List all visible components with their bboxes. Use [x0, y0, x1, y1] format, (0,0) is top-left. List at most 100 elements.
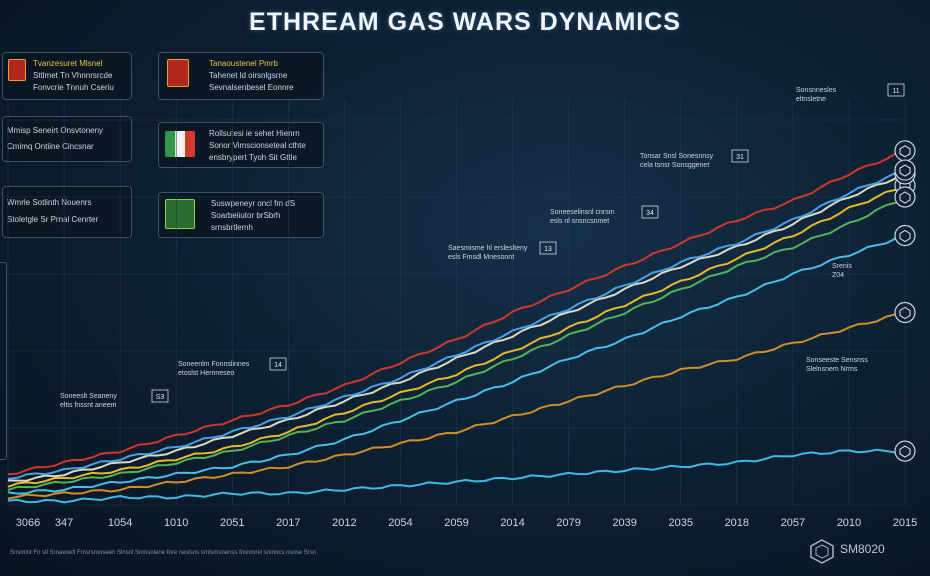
- x-tick-label: 2017: [276, 517, 300, 529]
- annotation-tag: 14: [274, 362, 282, 369]
- logo-mark-icon: [810, 539, 834, 564]
- card-1-line-3: Fonvcrie Tnnuh Cseriu: [33, 83, 114, 92]
- annotation-text: Z04: [832, 272, 844, 279]
- annotation-tag-box: [151, 389, 169, 403]
- annotation-text: Soneeselinsnl cnrsm: [550, 209, 615, 216]
- flag-icon: [165, 131, 195, 157]
- card-1-line-1: Tvanzesuret Mlsnel: [33, 59, 103, 68]
- card-6-line-3: srnsbrtlemh: [211, 223, 253, 232]
- end-node-7: [894, 301, 916, 324]
- annotation-text: Soneeslt Seaneny: [60, 393, 117, 400]
- chip-green-icon: [165, 199, 195, 229]
- annotation-tag: S3: [156, 394, 165, 401]
- card-6-line-2: Soarbeiiutor brSbrh: [211, 211, 281, 220]
- annotation-5: Tonsar Snsl Sonesnnsy cela tsnsr Sonsggen…: [640, 149, 749, 169]
- end-node-6: [894, 224, 916, 247]
- badge-red-icon: [8, 59, 26, 81]
- series-line-6: [7, 234, 906, 495]
- info-card-3: Mmisp Seneirt Onsvtoneny Cmimq Ontiine C…: [2, 116, 132, 162]
- logo-text: SM8020: [840, 542, 885, 556]
- annotation-text: Tonsar Snsl Sonesnnsy: [640, 153, 714, 160]
- card-2-line-2: Tahenet ld oirsnlgsrne: [209, 71, 288, 80]
- x-tick-label: 1010: [164, 517, 188, 529]
- annotation-tag-box: [539, 241, 557, 255]
- annotation-text: Soneenlm Fonnslinnes: [178, 361, 250, 368]
- side-panel-edge: [0, 262, 7, 460]
- card-5-line-1: Wmrle Sotlinth Nouenrs: [7, 198, 92, 207]
- annotation-2: Soneenlm Fonnslinnes etoslst Hernneseo 14: [178, 357, 287, 377]
- annotation-tag-box: [641, 205, 659, 219]
- annotation-text: esls Fmsdl Mnesonnt: [448, 254, 514, 261]
- x-tick-label: 2018: [725, 517, 749, 529]
- annotation-tag-box: [887, 83, 905, 97]
- annotation-text: Saesmisme hl ersleslteny: [448, 245, 528, 252]
- x-tick-label: 2015: [893, 517, 917, 529]
- card-1-line-2: Sttlmet Tn Vhnnrsrcde: [33, 71, 113, 80]
- info-card-6: Suswpeneyr oncl fm dS Soarbeiiutor brSbr…: [158, 192, 324, 238]
- info-card-4: Rollsutesi ie sehet Hienrn Sonor Vimscio…: [158, 122, 324, 168]
- annotation-tag: 34: [646, 210, 654, 217]
- badge-red-icon: [167, 59, 189, 87]
- chart-grid: [7, 100, 906, 506]
- chart-title: ETHREAM GAS WARS DYNAMICS: [249, 8, 681, 36]
- x-tick-label: 1054: [108, 517, 132, 529]
- annotation-text: eltis fnssnt aneem: [60, 402, 117, 409]
- x-tick-label: 2051: [220, 517, 244, 529]
- info-card-1: Tvanzesuret Mlsnel Sttlmet Tn Vhnnrsrcde…: [2, 52, 132, 100]
- annotation-text: esls nl snsncsnmet: [550, 218, 609, 225]
- annotation-text: eltnsletne: [796, 96, 826, 103]
- card-6-line-1: Suswpeneyr oncl fm dS: [211, 199, 296, 208]
- annotation-text: Sonsnnesles: [796, 87, 837, 94]
- annotation-text: Srenis: [832, 263, 852, 270]
- x-tick-label: 3066: [16, 517, 40, 529]
- info-card-5: Wmrle Sotlinth Nouenrs Stoletgle Sr Prna…: [2, 186, 132, 238]
- x-tick-label: 2059: [444, 517, 468, 529]
- x-tick-label: 347: [55, 517, 73, 529]
- footer-note: Snsmlnt Fn stl Srnaeoelt Fmsrsronseen Sl…: [10, 550, 317, 556]
- annotation-tag: 13: [544, 246, 552, 253]
- card-2-line-3: Sevnalsenbesel Eonnre: [209, 83, 294, 92]
- annotation-tag: 11: [892, 88, 899, 95]
- card-2-line-1: Tanaoustenel Pmrb: [209, 59, 278, 68]
- card-4-line-3: ensbrypert Tyoh Sit Gttle: [209, 153, 297, 162]
- x-tick-label: 2054: [388, 517, 412, 529]
- annotation-text: Sonseeste Sensnss: [806, 357, 868, 364]
- annotation-1: Soneeslt Seaneny eltis fnssnt aneem S3: [60, 389, 169, 409]
- card-5-line-2: Stoletgle Sr Prnal Cenrter: [7, 215, 99, 224]
- annotation-tag-box: [269, 357, 287, 371]
- card-4-line-1: Rollsutesi ie sehet Hienrn: [209, 129, 300, 138]
- x-tick-label: 2035: [669, 517, 693, 529]
- x-tick-label: 2039: [612, 517, 636, 529]
- series-line-3: [7, 172, 906, 482]
- annotation-text: etoslst Hernneseo: [178, 370, 235, 377]
- logo: SM8020: [808, 538, 916, 564]
- end-node-4: [894, 159, 916, 181]
- series-line-5: [7, 196, 906, 491]
- annotation-tag-box: [731, 149, 749, 163]
- end-node-1: [894, 140, 916, 162]
- card-3-line-2: Cmimq Ontiine Cincsnar: [7, 142, 94, 151]
- annotation-tag: 31: [736, 154, 744, 161]
- series-lines: [7, 149, 906, 504]
- annotation-6: Sonsnnesles eltnsletne 11: [796, 83, 905, 103]
- x-tick-label: 2057: [781, 517, 805, 529]
- annotation-text: Slelnsnem Nrms: [806, 366, 858, 373]
- info-card-2: Tanaoustenel Pmrb Tahenet ld oirsnlgsrne…: [158, 52, 324, 100]
- x-tick-label: 2014: [500, 517, 524, 529]
- card-4-line-2: Sonor Vimscionseteal cthte: [209, 141, 306, 150]
- x-axis-ticks: 3066 347 1054 1010 2051 2017 2012 2054 2059 2014 2…: [16, 517, 917, 529]
- series-line-2: [7, 184, 906, 488]
- annotation-3: Saesmisme hl ersleslteny esls Fmsdl Mneso…: [448, 241, 557, 261]
- end-node-8: [894, 440, 916, 462]
- x-tick-label: 2079: [556, 517, 580, 529]
- x-tick-label: 2012: [332, 517, 356, 529]
- annotation-4: Soneeselinsnl cnrsm esls nl snsncsnmet 34: [550, 205, 659, 225]
- end-nodes: [894, 140, 916, 462]
- annotation-7: Sonseeste Sensnss Slelnsnem Nrms: [806, 357, 868, 373]
- series-line-1: [7, 149, 906, 476]
- series-line-8: [7, 448, 906, 504]
- series-line-7: [7, 311, 906, 500]
